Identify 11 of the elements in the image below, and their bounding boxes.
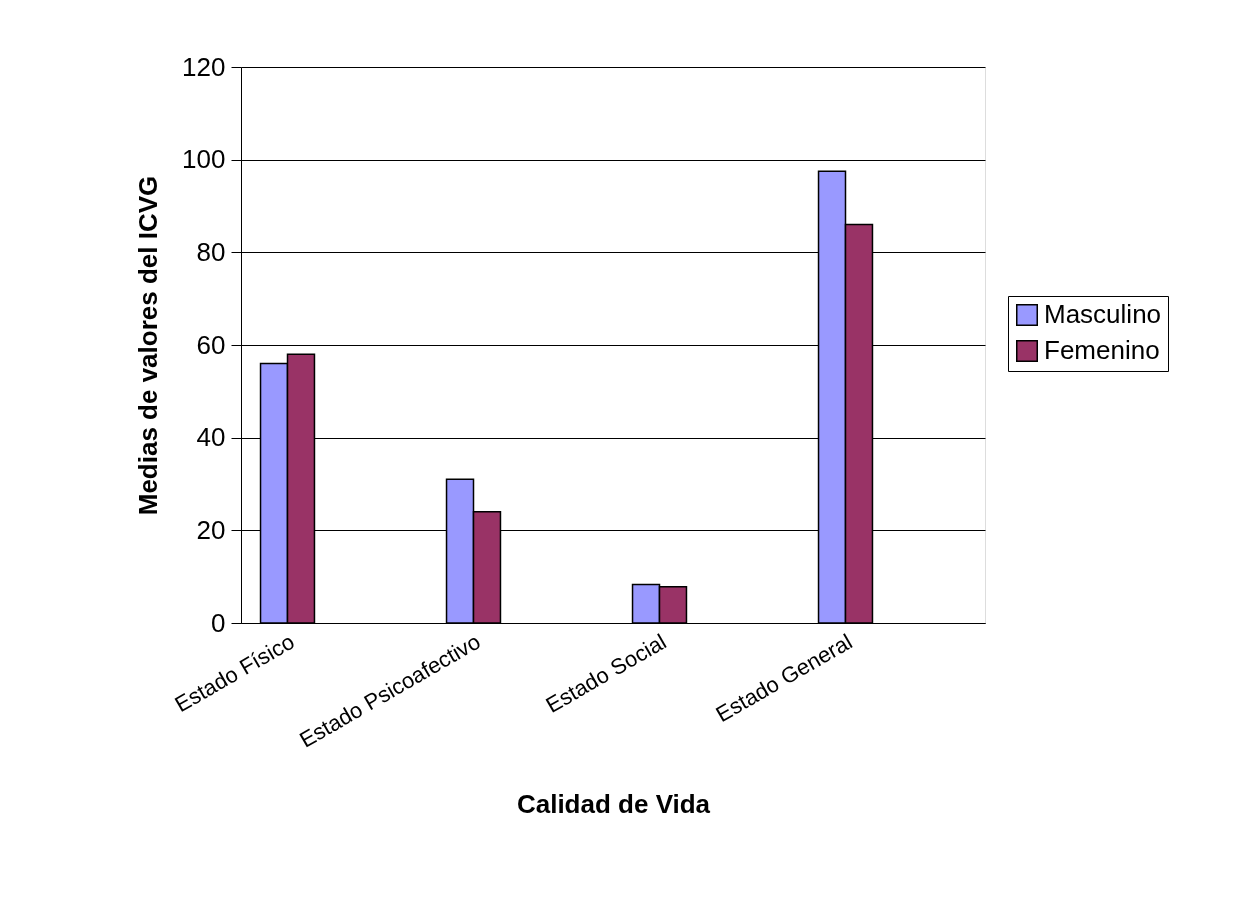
y-axis-title: Medias de valores del ICVG — [133, 175, 164, 516]
legend-label: Masculino — [1044, 299, 1162, 329]
y-tick-label: 40 — [196, 422, 226, 453]
legend-label: Femenino — [1044, 335, 1160, 365]
y-tick-label: 60 — [196, 329, 226, 360]
y-tick-label: 80 — [196, 236, 226, 267]
y-tick-label: 0 — [211, 607, 226, 638]
x-axis-title: Calidad de Vida — [516, 788, 711, 819]
y-tick-label: 20 — [196, 514, 226, 545]
y-tick-label: 120 — [182, 51, 226, 82]
y-tick-label: 100 — [182, 144, 226, 175]
